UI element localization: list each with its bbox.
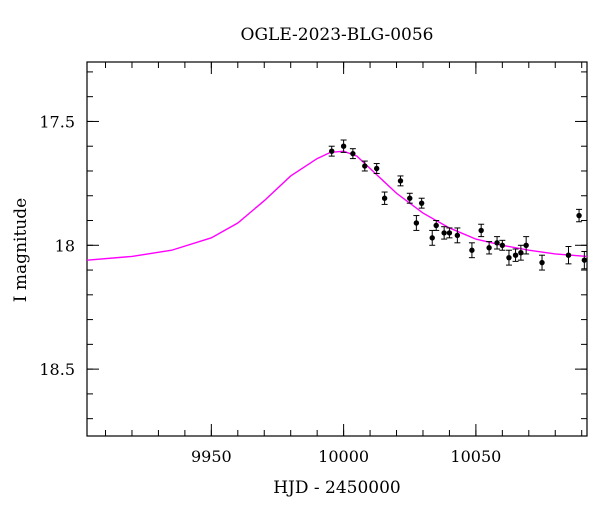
y-axis-label: I magnitude	[11, 198, 31, 302]
data-point	[512, 252, 519, 258]
data-point	[576, 212, 582, 219]
data-point	[486, 245, 492, 251]
model-curve	[86, 150, 588, 261]
plot-frame	[86, 61, 588, 437]
data-point	[469, 247, 475, 253]
data-point	[350, 150, 356, 157]
chart-title: OGLE-2023-BLG-0056	[241, 25, 434, 45]
data-point	[381, 195, 388, 201]
plot-area: 9950 10000 10050 17.5 18 18.5	[39, 61, 588, 466]
data-point	[340, 143, 347, 149]
data-point	[397, 178, 404, 184]
x-tick-label: 10000	[318, 447, 369, 466]
data-point	[478, 227, 484, 234]
data-point	[373, 165, 380, 172]
data-point	[565, 252, 572, 258]
y-tick-label: 17.5	[39, 112, 75, 131]
x-axis-label: HJD - 2450000	[273, 478, 401, 498]
data-point	[494, 240, 500, 246]
data-point	[429, 235, 435, 241]
y-tick-label: 18.5	[39, 360, 75, 379]
data-point	[441, 230, 447, 236]
x-tick-label: 9950	[191, 447, 232, 466]
data-point	[581, 257, 588, 263]
data-point	[433, 222, 439, 229]
data-point	[506, 254, 512, 261]
data-point	[362, 163, 368, 169]
data-point	[523, 242, 529, 248]
data-point	[413, 220, 420, 226]
data-point	[518, 250, 524, 256]
data-point	[454, 232, 461, 239]
y-tick-label: 18	[55, 236, 75, 255]
data-point	[539, 259, 545, 266]
data-point	[329, 148, 335, 154]
data-point	[407, 195, 413, 201]
data-point	[499, 242, 506, 248]
data-point	[418, 200, 425, 206]
x-tick-label: 10050	[450, 447, 501, 466]
data-point	[446, 230, 453, 236]
